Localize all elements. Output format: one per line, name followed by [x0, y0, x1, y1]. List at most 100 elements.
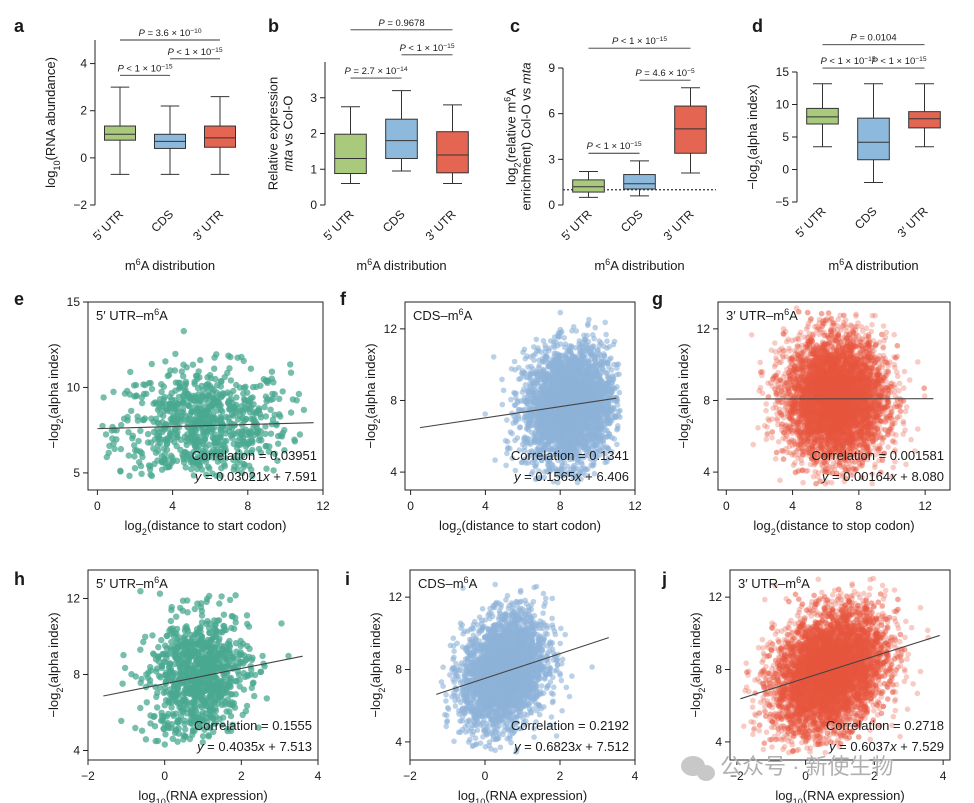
data-point [571, 395, 577, 402]
data-point [164, 372, 171, 380]
data-point [217, 472, 225, 479]
data-point [130, 382, 138, 389]
p-value-label: P = 2.7 × 10−14 [344, 66, 407, 78]
data-point [560, 402, 566, 409]
data-point [111, 445, 118, 453]
data-point [595, 347, 601, 353]
data-point [295, 390, 303, 398]
data-point [196, 433, 204, 440]
data-point [561, 390, 567, 397]
data-point [531, 383, 538, 389]
data-point [137, 427, 144, 434]
data-point [585, 377, 592, 384]
data-point [129, 432, 137, 439]
data-point [228, 411, 235, 419]
data-point [155, 420, 163, 427]
data-point [601, 358, 608, 364]
y-tick-label: 3 [548, 152, 555, 166]
data-point [210, 395, 217, 402]
x-axis-label: log2(distance to start codon) [125, 518, 287, 537]
data-point [544, 441, 550, 447]
data-point [586, 359, 592, 366]
data-point [608, 367, 615, 373]
x-axis-label: m6A distribution [594, 257, 684, 273]
data-point [178, 413, 185, 420]
data-point [184, 419, 191, 426]
y-axis-label: Relative expression [266, 77, 281, 190]
data-point [137, 448, 144, 455]
y-tick-label: 8 [390, 393, 397, 407]
box-1 [385, 118, 418, 160]
data-point [598, 419, 604, 425]
data-point [211, 365, 218, 372]
data-point [137, 462, 145, 470]
data-point [226, 390, 234, 398]
data-point [565, 413, 571, 420]
x-axis-label: m6A distribution [356, 257, 446, 273]
box-2 [204, 125, 236, 148]
data-point [279, 388, 286, 395]
data-point [615, 361, 622, 368]
data-point [247, 365, 255, 372]
data-point [287, 369, 295, 376]
data-point [205, 441, 213, 448]
data-point [202, 432, 210, 439]
x-tick-label: 5′ UTR [321, 207, 357, 243]
box-2 [908, 111, 941, 129]
data-point [128, 407, 135, 415]
data-point [550, 408, 556, 414]
data-point [126, 472, 133, 479]
data-point [579, 369, 586, 376]
data-point [521, 346, 528, 353]
panel-letter-g: g [652, 289, 663, 309]
data-point [545, 424, 552, 431]
data-point [577, 348, 584, 355]
data-point [582, 432, 588, 439]
data-point [249, 383, 257, 391]
data-point [150, 418, 157, 425]
x-tick-label: 3′ UTR [190, 207, 226, 243]
panel-title: 5′ UTR–m6A [96, 307, 168, 323]
data-point [131, 442, 138, 449]
data-point [575, 392, 581, 398]
data-point [525, 364, 531, 370]
data-point [250, 401, 257, 408]
data-point [592, 390, 598, 397]
data-point [271, 411, 278, 418]
data-point [117, 445, 125, 453]
data-point [256, 433, 264, 440]
data-point [168, 420, 175, 428]
data-point [542, 432, 548, 439]
y-axis-label: log10(RNA abundance) [43, 57, 62, 188]
data-point [163, 446, 171, 453]
data-point [222, 455, 229, 462]
data-point [243, 449, 251, 456]
data-point [540, 383, 547, 390]
y-tick-label: 0 [782, 163, 789, 177]
x-axis-label: m6A distribution [125, 257, 215, 273]
data-point [509, 430, 515, 437]
data-point [218, 378, 225, 385]
data-point [160, 396, 167, 403]
y-axis-label: log2(relative m6A [503, 88, 523, 185]
data-point [176, 385, 183, 392]
data-point [240, 357, 247, 365]
data-point [241, 461, 248, 468]
data-point [570, 324, 577, 330]
data-point [138, 399, 146, 407]
data-point [257, 449, 265, 456]
data-point [158, 388, 165, 395]
data-point [520, 398, 527, 404]
y-tick-label: 5 [782, 130, 789, 144]
data-point [562, 366, 569, 373]
data-point [147, 471, 154, 478]
data-point [585, 320, 591, 327]
y-tick-label: 0 [310, 198, 317, 212]
y-tick-label: 5 [73, 466, 80, 480]
data-point [567, 357, 574, 364]
data-point [265, 448, 273, 455]
data-point [508, 396, 514, 403]
x-tick-label: 3′ UTR [895, 204, 931, 240]
x-tick-label: CDS [852, 204, 880, 232]
